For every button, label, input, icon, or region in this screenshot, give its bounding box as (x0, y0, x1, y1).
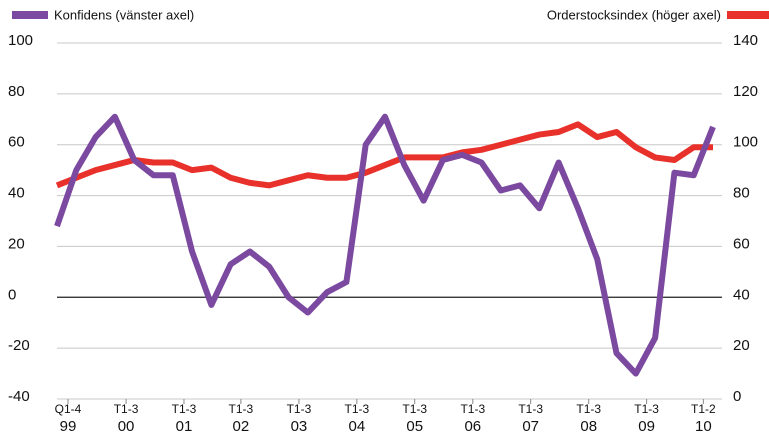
legend-swatch (727, 11, 769, 19)
x-tick-label: T1-3 04 (344, 402, 369, 434)
legend-label: Orderstocksindex (höger axel) (547, 7, 721, 22)
x-tick-label: T1-3 06 (460, 402, 485, 434)
x-tick-label: T1-3 07 (518, 402, 543, 434)
legend-swatch (12, 11, 48, 19)
series-line (55, 121, 713, 189)
y2-tick-label: 120 (733, 83, 758, 100)
x-tick-label: T1-3 01 (172, 402, 197, 434)
y2-tick-label: 100 (733, 134, 758, 151)
x-tick-label: Q1-4 99 (55, 402, 82, 434)
y-tick-label: -20 (8, 337, 30, 354)
y-tick-label: 60 (8, 134, 25, 151)
y2-tick-label: 140 (733, 32, 758, 49)
x-tick-label: T1-3 09 (634, 402, 659, 434)
x-tick-label: T1-3 00 (114, 402, 139, 434)
y2-tick-label: 60 (733, 235, 750, 252)
series-line (54, 113, 716, 377)
y-tick-label: -40 (8, 388, 30, 405)
y-tick-label: 40 (8, 185, 25, 202)
y2-tick-label: 80 (733, 185, 750, 202)
x-tick-label: T1-3 02 (229, 402, 254, 434)
y-tick-label: 100 (8, 32, 33, 49)
x-tick-label: T1-3 05 (402, 402, 427, 434)
y-tick-label: 80 (8, 83, 25, 100)
y-tick-label: 20 (8, 235, 25, 252)
legend-label: Konfidens (vänster axel) (54, 7, 194, 22)
y2-tick-label: 40 (733, 286, 750, 303)
x-tick-label: T1-3 03 (287, 402, 312, 434)
x-tick-label: T1-3 08 (576, 402, 601, 434)
x-tick-label: T1-2 10 (691, 402, 716, 434)
y2-tick-label: 20 (733, 337, 750, 354)
y2-tick-label: 0 (733, 388, 741, 405)
y-tick-label: 0 (8, 286, 16, 303)
